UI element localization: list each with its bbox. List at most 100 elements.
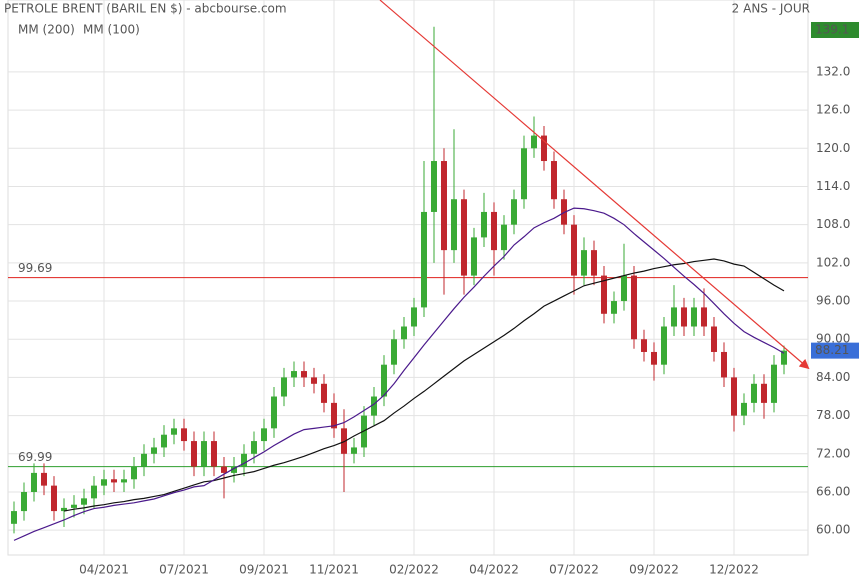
y-tick-label: 114.0 — [816, 179, 850, 193]
candle-body — [171, 428, 177, 435]
candle-body — [621, 275, 627, 302]
candle-body — [601, 275, 607, 314]
candle-body — [111, 479, 117, 483]
candle-body — [591, 250, 597, 276]
x-tick-label: 07/2022 — [549, 563, 599, 577]
x-tick-label: 04/2021 — [79, 563, 129, 577]
candle-body — [121, 479, 127, 483]
y-tick-label: 126.0 — [816, 103, 850, 117]
y-tick-label: 108.0 — [816, 217, 850, 231]
candle-body — [441, 161, 447, 251]
y-tick-label: 90.00 — [816, 332, 850, 346]
candle-body — [321, 383, 327, 403]
candle-body — [391, 339, 397, 365]
legend-label: MM (100) — [83, 23, 140, 37]
y-tick-label: 84.00 — [816, 370, 850, 384]
candle-body — [141, 453, 147, 467]
candle-body — [691, 307, 697, 327]
candle-body — [211, 441, 217, 467]
candle-body — [71, 504, 77, 508]
candle-body — [11, 511, 17, 524]
candle-body — [761, 383, 767, 403]
candle-body — [331, 402, 337, 429]
candle-body — [671, 307, 677, 327]
moving-average — [13, 207, 785, 541]
candle-body — [751, 383, 757, 403]
overlay: 60.00 66.00 72.00 78.00 84.00 90.00 96.00 102.0… — [18, 0, 859, 577]
moving-average — [63, 258, 785, 512]
candle-body — [91, 485, 97, 499]
candle-body — [381, 364, 387, 397]
candle-body — [541, 135, 547, 162]
candle-body — [371, 396, 377, 416]
candle-body — [511, 199, 517, 225]
candle-body — [451, 199, 457, 251]
candle-body — [611, 301, 617, 314]
candle-body — [721, 351, 727, 378]
candle-body — [291, 371, 297, 378]
x-tick-label: 09/2022 — [629, 563, 679, 577]
candle-body — [431, 161, 437, 212]
price-label: 88.21 — [815, 343, 849, 357]
candle-body — [491, 211, 497, 251]
candle-body — [351, 447, 357, 454]
candle-body — [271, 396, 277, 429]
candle-body — [21, 491, 27, 512]
candle-body — [181, 428, 187, 442]
legend-label: MM (200) — [18, 23, 75, 37]
candle-body — [661, 326, 667, 365]
candle-body — [781, 350, 787, 365]
level-label: 99.69 — [18, 261, 52, 275]
candle-body — [581, 250, 587, 276]
candle-body — [421, 211, 427, 308]
period: 2 ANS - JOUR — [732, 2, 810, 16]
y-tick-label: 78.00 — [816, 408, 850, 422]
x-tick-label: 02/2022 — [389, 563, 439, 577]
x-tick-label: 12/2022 — [709, 563, 759, 577]
y-tick-label: 66.00 — [816, 484, 850, 498]
candle-body — [501, 224, 507, 251]
y-tick-label: 120.0 — [816, 141, 850, 155]
candle-body — [191, 441, 197, 467]
x-tick-label: 07/2021 — [159, 563, 209, 577]
chart-title: PETROLE BRENT (BARIL EN $) - abcbourse.c… — [4, 2, 287, 16]
candle-body — [81, 498, 87, 505]
price-label: 139.1 — [815, 23, 849, 37]
candle-body — [31, 472, 37, 492]
candle-body — [201, 441, 207, 467]
candle-body — [641, 339, 647, 352]
candle-body — [311, 377, 317, 384]
candle-body — [531, 135, 537, 149]
trend-line — [379, 0, 810, 370]
candle-body — [261, 428, 267, 442]
candle-body — [241, 453, 247, 467]
candle-body — [411, 307, 417, 327]
candle-body — [551, 161, 557, 200]
y-tick-label: 102.0 — [816, 255, 850, 269]
y-tick-label: 96.00 — [816, 294, 850, 308]
candle-body — [221, 466, 227, 473]
x-tick-label: 09/2021 — [239, 563, 289, 577]
candle-body — [461, 199, 467, 276]
y-tick-label: 132.0 — [816, 64, 850, 78]
candle-body — [711, 326, 717, 352]
candle-body — [631, 275, 637, 340]
candle-body — [61, 507, 67, 512]
level-label: 69.99 — [18, 450, 52, 464]
candle-body — [741, 402, 747, 416]
candle-body — [41, 472, 47, 486]
candle-body — [731, 377, 737, 416]
x-tick-label: 04/2022 — [469, 563, 519, 577]
candle-body — [131, 466, 137, 480]
candle-body — [701, 307, 707, 327]
y-tick-label: 72.00 — [816, 446, 850, 460]
candle-body — [161, 434, 167, 448]
price-box — [811, 342, 859, 359]
y-tick-label: 60.00 — [816, 523, 850, 537]
candle-body — [231, 466, 237, 473]
marks — [8, 26, 808, 541]
candle-body — [281, 377, 287, 397]
candle-body — [481, 211, 487, 238]
candle-body — [571, 224, 577, 276]
